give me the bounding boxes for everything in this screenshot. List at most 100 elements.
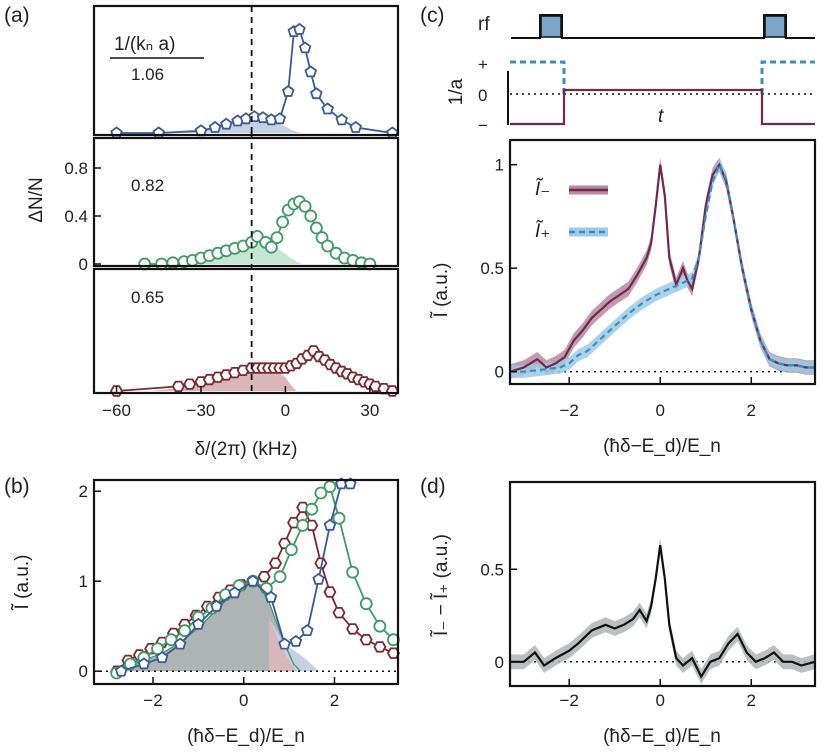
panel-b: (b) −2 0 2 0 1 2 Ĩ (a.u.) (ħδ−E_d)/E_n: [4, 475, 401, 747]
panel-c-xlabel: (ħδ−E_d)/E_n: [603, 436, 721, 457]
panel-d-ticks: −2 0 2 0 0.5: [480, 560, 756, 710]
inset-a-label: 1/a: [446, 78, 467, 105]
panel-a-point-0-10: [273, 112, 287, 125]
panel-a-point-0-15: [304, 65, 318, 78]
panel-a-label-0.65: 0.65: [131, 288, 164, 307]
panel-b-point-1-21: [373, 619, 387, 633]
panel-d-xtick-label-1: 0: [655, 691, 664, 710]
panel-b-point-1-17: [323, 480, 337, 494]
panel-c-band-0: [510, 157, 815, 379]
panel-b-point-1-19: [346, 565, 360, 579]
panel-a-point-0-8: [256, 111, 270, 124]
panel-b-plot: [94, 477, 401, 680]
panel-a-ytick-label-1: 0.4: [64, 207, 88, 226]
panel-a-label-1.06: 1.06: [131, 65, 164, 84]
inset-plus-trace: [510, 60, 815, 94]
panel-c-frame: [508, 138, 817, 386]
panel-b-point-2-4: [192, 617, 205, 630]
panel-b-fill-red-tail: [268, 617, 296, 672]
panel-a-point-1-29: [363, 257, 377, 271]
panel-d-line: [510, 545, 816, 679]
panel-b-point-1-14: [296, 519, 310, 532]
panel-c-xtick-label-1: 0: [655, 401, 664, 420]
panel-b-point-1-20: [359, 597, 373, 611]
panel-a-point-1-22: [309, 221, 323, 235]
panel-d: (d) −2 0 2 0 0.5 Ĩ₋ − Ĩ₊ (a.u.) (ħδ−E_d)/E_n: [420, 475, 817, 747]
panel-b-point-0-14: [268, 557, 283, 569]
panel-a-xtick-label-2: 0: [281, 401, 290, 420]
panel-d-label: (d): [420, 475, 446, 498]
panel-b-xlabel: (ħδ−E_d)/E_n: [187, 726, 305, 747]
panel-b-point-0-25: [386, 647, 401, 659]
inset-minus: −: [478, 116, 488, 135]
panel-c-xtick-label-2: 2: [747, 401, 756, 420]
panel-b-label: (b): [4, 475, 30, 498]
panel-a-point-0-18: [335, 113, 348, 126]
panel-c-ticks: −2 0 2 0 0.5 1: [480, 156, 756, 420]
panel-b-point-2-13: [323, 518, 337, 531]
panel-a-point-0-13: [293, 22, 306, 35]
inset-zero: 0: [478, 86, 487, 105]
panel-b-point-2-3: [173, 637, 187, 650]
panel-b-point-1-5: [178, 624, 192, 638]
panel-c-ytick-label-0: 0: [495, 363, 504, 382]
rf-pulse-1: [540, 15, 562, 38]
panel-b-ylabel: Ĩ (a.u.): [11, 555, 33, 611]
panel-a-point-0-3: [208, 120, 222, 133]
panel-a-point-1-16: [276, 215, 289, 229]
panel-b-point-1-18: [332, 511, 346, 525]
panel-c-ylabel: Ĩ (a.u.): [430, 263, 452, 319]
panel-a-plot: [109, 6, 399, 397]
panel-a-point-1-1: [155, 257, 168, 271]
panel-a-ylabel: ΔN/N: [26, 177, 47, 222]
panel-b-point-2-9: [278, 637, 291, 650]
panel-b-point-2-5: [210, 599, 223, 612]
panel-a-label: (a): [4, 4, 30, 27]
panel-a-point-0-4: [220, 117, 233, 130]
panel-b-point-2-12: [312, 572, 325, 585]
inset-rf-label: rf: [478, 14, 490, 35]
panel-a-point-2-1: [171, 380, 185, 393]
panel-a-xtick-label-0: −60: [102, 401, 131, 420]
panel-a-point-2-33: [385, 385, 399, 397]
panel-a: (a) 1/(kₙ a) 1.06 0.82 0.65 0 0.4 0.8 −60 −3…: [4, 4, 400, 460]
panel-b-line-1.06: [120, 481, 351, 673]
legend-plus-label: Ĩ₊: [535, 220, 550, 242]
panel-b-point-0-22: [346, 623, 360, 635]
panel-a-point-0-2: [194, 124, 208, 137]
panel-a-ytick-label-0: 0: [79, 255, 88, 274]
panel-b-xtick-label-2: 2: [330, 691, 339, 710]
panel-b-point-1-3: [151, 642, 164, 656]
panel-c-xtick-label-0: −2: [559, 401, 578, 420]
pulse-sequence-inset: rf 1/a + 0 − t: [446, 14, 815, 135]
inset-plus: +: [478, 55, 488, 74]
panel-a-top-frame: [92, 4, 400, 137]
panel-b-fill-gray: [112, 581, 301, 672]
legend-minus-label: Ĩ₋: [535, 178, 550, 200]
panel-d-plot: [510, 537, 816, 684]
panel-d-ylabel: Ĩ₋ − Ĩ₊ (a.u.): [430, 534, 452, 637]
panel-b-ticks: −2 0 2 0 1 2: [79, 482, 340, 710]
panel-d-xtick-label-2: 2: [747, 691, 756, 710]
panel-c-ytick-label-1: 0.5: [480, 259, 504, 278]
panel-c-plot: [509, 157, 815, 379]
panel-a-middle-frame: [92, 136, 400, 268]
panel-d-ytick-label-1: 0.5: [480, 560, 504, 579]
panel-a-point-2-2: [183, 378, 197, 390]
panel-a-ticks: 0 0.4 0.8 −60 −30 0 30: [64, 159, 379, 420]
rf-trace: [511, 14, 815, 39]
panel-b-ytick-label-0: 0: [79, 662, 88, 681]
panel-b-point-2-11: [300, 624, 314, 636]
panel-a-xtick-label-3: 30: [360, 401, 379, 420]
panel-b-point-1-12: [273, 570, 287, 584]
panel-b-point-1-15: [305, 502, 319, 516]
panel-c: (c) rf 1/a + 0 − t −2 0 2 0 0.5 1 Ĩ₋ Ĩ₊: [420, 4, 817, 457]
panel-b-point-2-0: [114, 664, 128, 677]
panel-a-point-1-14: [264, 240, 278, 254]
panel-a-point-1-21: [304, 209, 318, 223]
panel-b-point-0-13: [257, 571, 271, 583]
inset-time-label: t: [658, 106, 664, 127]
panel-b-point-1-16: [314, 486, 328, 500]
panel-b-xtick-label-0: −2: [143, 691, 162, 710]
